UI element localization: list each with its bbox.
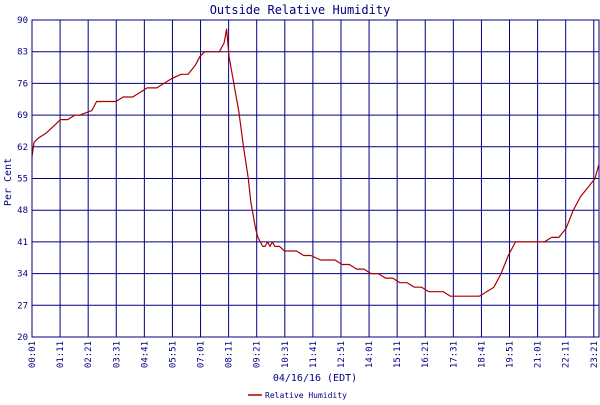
x-tick-label: 00:01 [28,341,38,368]
x-tick-label: 08:11 [225,341,235,368]
x-tick-label: 22:11 [562,341,572,368]
y-tick-label: 27 [17,301,28,311]
x-tick-label: 04:41 [140,341,150,368]
y-tick-label: 69 [17,111,28,121]
series-line-relative-humidity [31,28,600,297]
x-tick-label: 02:21 [84,341,94,368]
series-layer [31,28,600,297]
y-tick-label: 83 [17,48,28,58]
y-tick-label: 48 [17,206,28,216]
x-tick-label: 14:01 [365,341,375,368]
y-tick-label: 34 [17,270,28,280]
y-tick-label: 41 [17,238,28,248]
y-tick-labels: 20 27 34 41 48 55 62 69 76 83 90 [17,16,28,343]
x-tick-label: 19:51 [506,341,516,368]
y-tick-label: 76 [17,79,28,89]
y-axis-label: Per Cent [3,158,14,206]
y-tick-label: 20 [17,333,28,343]
x-tick-label: 09:21 [253,341,263,368]
x-tick-label: 12:51 [337,341,347,368]
x-tick-label: 01:11 [56,341,66,368]
x-tick-label: 03:31 [112,341,122,368]
x-tick-label: 11:41 [309,341,319,368]
x-tick-label: 21:01 [534,341,544,368]
legend: Relative Humidity [248,391,347,400]
x-tick-label: 07:01 [197,341,207,368]
y-tick-label: 90 [17,16,28,26]
x-axis-label: 04/16/16 (EDT) [273,373,357,384]
y-tick-label: 62 [17,143,28,153]
x-tick-label: 15:11 [393,341,403,368]
grid-layer [31,19,599,338]
x-tick-labels: 00:01 01:11 02:21 03:31 04:41 05:51 07:01 08:11… [28,341,600,368]
plot-frame [31,19,600,338]
x-tick-label: 05:51 [168,341,178,368]
x-tick-label: 23:21 [590,341,600,368]
x-tick-label: 10:31 [281,341,291,368]
x-tick-label: 18:41 [477,341,487,368]
legend-label: Relative Humidity [265,391,347,400]
chart-title: Outside Relative Humidity [210,3,391,17]
x-tick-label: 16:21 [421,341,431,368]
x-tick-label: 17:31 [449,341,459,368]
y-tick-label: 55 [17,175,28,185]
